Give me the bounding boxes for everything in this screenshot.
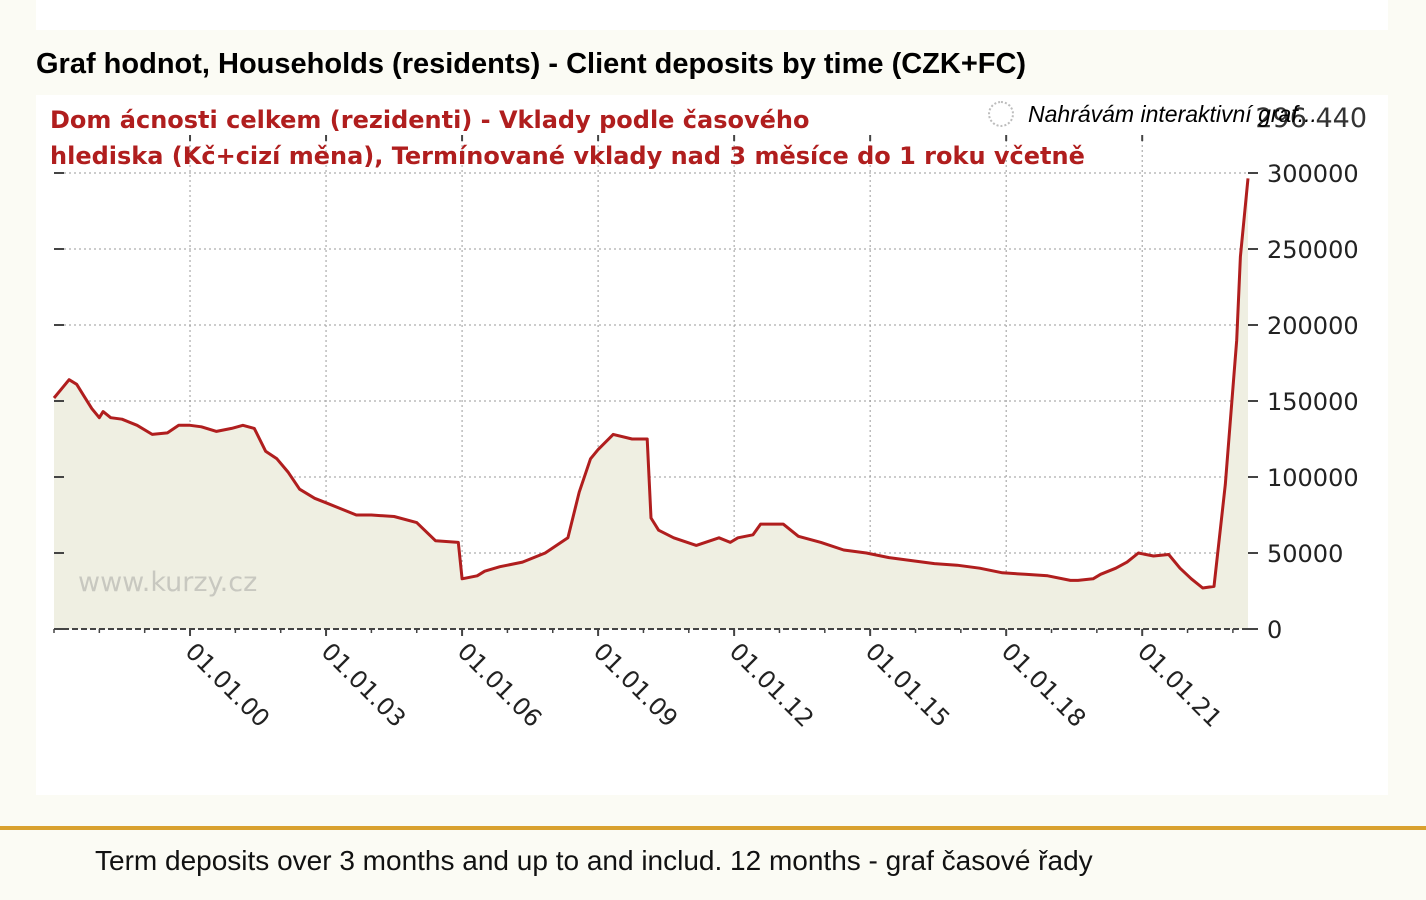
y-tick-labels: 0 50000 100000 150000 200000 250000 300000 (1267, 160, 1359, 644)
last-value-label: 296 440 (1255, 103, 1367, 134)
loading-indicator: Nahrávám interaktivní graf... (988, 97, 1317, 131)
x-tick-label: 01.01.21 (1132, 637, 1227, 732)
y-tick-label: 50000 (1267, 540, 1343, 568)
x-tick-label: 01.01.09 (588, 637, 683, 732)
page-title: Graf hodnot, Households (residents) - Cl… (36, 48, 1027, 80)
x-tick-labels: 01.01.00 01.01.03 01.01.06 01.01.09 01.01.12… (180, 637, 1228, 732)
chart-panel[interactable]: www.kurzy.cz Dom ácnosti celkem (reziden… (36, 95, 1388, 795)
x-tick-label: 01.01.03 (316, 637, 411, 732)
chart-title-line-1: Dom ácnosti celkem (rezidenti) - Vklady … (50, 106, 810, 134)
loading-text: Nahrávám interaktivní graf... (1028, 100, 1317, 127)
y-tick-label: 150000 (1267, 388, 1359, 416)
watermark: www.kurzy.cz (78, 567, 257, 598)
time-series-chart[interactable]: www.kurzy.cz Dom ácnosti celkem (reziden… (36, 95, 1388, 795)
top-strip (36, 0, 1388, 30)
series-line (52, 178, 1250, 590)
x-tick-label: 01.01.18 (996, 637, 1091, 732)
y-tick-label: 300000 (1267, 160, 1359, 188)
axes (53, 135, 1258, 636)
y-tick-label: 250000 (1267, 236, 1359, 264)
divider-line (0, 826, 1426, 830)
y-tick-label: 100000 (1267, 464, 1359, 492)
x-tick-label: 01.01.06 (452, 637, 547, 732)
y-tick-label: 0 (1267, 616, 1282, 644)
x-tick-label: 01.01.12 (724, 637, 819, 732)
loading-spinner-icon (988, 101, 1014, 127)
chart-title-line-2: hlediska (Kč+cizí měna), Termínované vkl… (50, 142, 1085, 170)
area-fill (54, 178, 1248, 629)
x-tick-label: 01.01.15 (860, 637, 955, 732)
x-tick-label: 01.01.00 (180, 637, 275, 732)
y-tick-label: 200000 (1267, 312, 1359, 340)
footer-caption: Term deposits over 3 months and up to an… (95, 845, 1093, 876)
